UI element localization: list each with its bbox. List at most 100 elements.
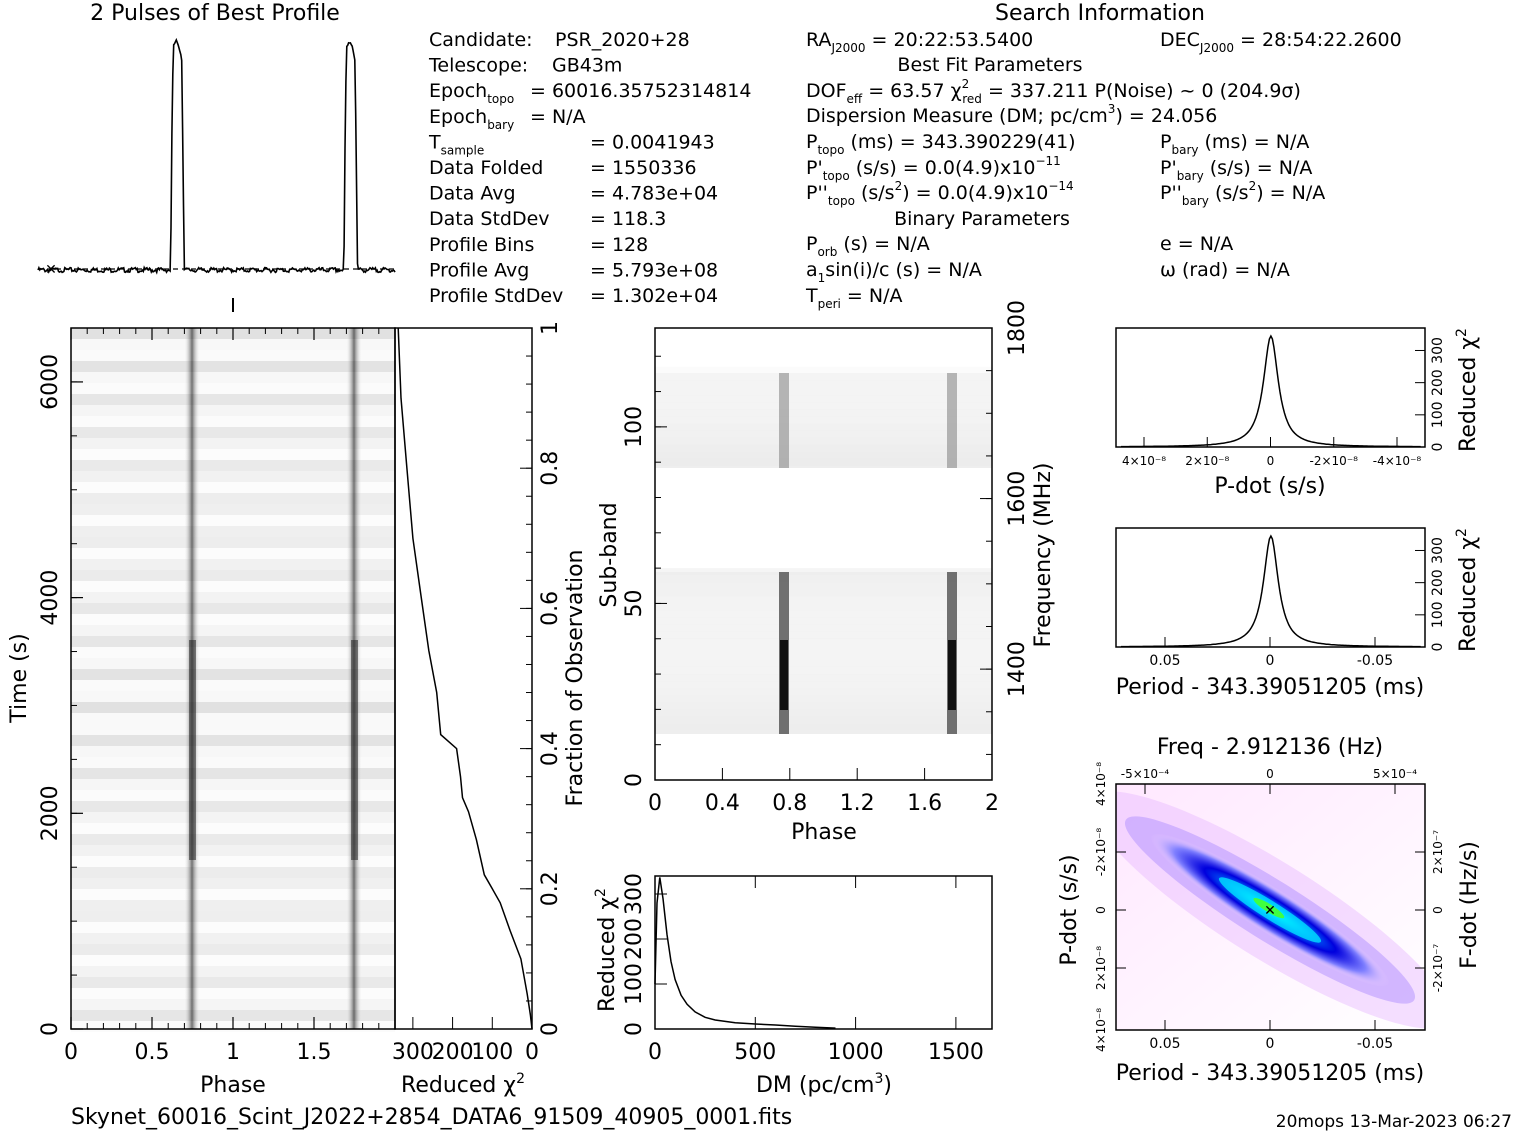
x-tick-label: 0 <box>525 1040 539 1065</box>
subband-row <box>655 409 992 417</box>
time-row <box>71 658 395 669</box>
pdot-bary: P'bary (s/s) = N/A <box>1160 157 1312 183</box>
pdot-series <box>1121 334 1421 448</box>
info-value: = N/A <box>530 106 586 128</box>
subband-row <box>655 610 992 618</box>
info-key: Candidate: <box>429 29 533 51</box>
period-panel: 0.05 0 -0.05 0 100 200 300 <box>1115 527 1446 669</box>
y-tick-label: 0.2 <box>538 871 563 906</box>
time-row <box>71 339 395 350</box>
dm-xlabel: DM (pc/cm3) <box>756 1071 892 1098</box>
info-left-block: Candidate: PSR_2020+28 Telescope: GB43m Epoc… <box>428 29 751 307</box>
time-row <box>71 757 395 768</box>
y-tick-label: 2000 <box>38 785 63 841</box>
phase-xlabel-2: Phase <box>791 820 857 845</box>
time-row <box>71 922 395 933</box>
y-tick-label: 200 <box>1430 569 1446 596</box>
subband-row <box>655 645 992 653</box>
time-row <box>71 405 395 416</box>
time-row <box>71 999 395 1010</box>
phase-xlabel-1: Phase <box>200 1073 266 1098</box>
time-row <box>71 449 395 460</box>
pdot-panel: 4×10⁻⁸ 2×10⁻⁸ 0 -2×10⁻⁸ -4×10⁻⁸ 0 100 200 300 <box>1115 327 1446 468</box>
subband-row <box>655 589 992 597</box>
time-row <box>71 559 395 570</box>
x-tick-label: 500 <box>734 1040 776 1065</box>
time-row <box>71 416 395 427</box>
time-row <box>71 636 395 647</box>
time-row <box>71 526 395 537</box>
y-tick-label: 0 <box>1430 443 1446 452</box>
subband-row <box>655 617 992 625</box>
info-value: = 1550336 <box>590 157 697 179</box>
x-tick-label: -4×10⁻⁸ <box>1373 454 1422 468</box>
time-row <box>71 878 395 889</box>
x-tick-label: -0.05 <box>1357 653 1393 669</box>
best-fit-title: Best Fit Parameters <box>897 54 1082 76</box>
x2-tick-label: -5×10⁻⁴ <box>1121 767 1170 781</box>
x-tick-label: 0.4 <box>705 791 740 816</box>
dof: DOFeff = 63.57 χ2 red = 337.211 P(Noise) … <box>806 77 1301 106</box>
x-tick-label: -0.05 <box>1357 1036 1393 1052</box>
x-tick-label: 0.05 <box>1149 653 1180 669</box>
subband-row <box>655 416 992 424</box>
info-key: Profile Avg <box>429 259 529 281</box>
time-row <box>71 647 395 658</box>
footer-file: Skynet_60016_Scint_J2022+2854_DATA6_9150… <box>71 1105 792 1130</box>
subband-row <box>655 695 992 703</box>
y-tick-label: 200 <box>1430 369 1446 396</box>
info-value: GB43m <box>552 55 622 77</box>
y-tick-label: -2×10⁻⁸ <box>1094 828 1108 877</box>
freq-top-label: Freq - 2.912136 (Hz) <box>1157 735 1383 760</box>
info-key: Data Folded <box>429 157 543 179</box>
subband-row <box>655 458 992 466</box>
info-value: PSR_2020+28 <box>555 29 690 51</box>
info-key: Data StdDev <box>429 208 550 230</box>
time-row <box>71 834 395 845</box>
time-row <box>71 889 395 900</box>
info-key: Telescope: <box>428 55 528 77</box>
time-row <box>71 592 395 603</box>
time-row <box>71 988 395 999</box>
info-key: Data Avg <box>429 183 516 205</box>
time-row <box>71 867 395 878</box>
subband-row <box>655 681 992 689</box>
time-row <box>71 823 395 834</box>
subband-row <box>655 430 992 438</box>
y-tick-label: 100 <box>1430 401 1446 428</box>
y-tick-label: 300 <box>622 873 647 915</box>
time-row <box>71 603 395 614</box>
y-tick-label: 0 <box>1094 906 1108 914</box>
x-tick-label: 4×10⁻⁸ <box>1122 454 1166 468</box>
info-value: = 5.793e+08 <box>590 259 718 281</box>
subband-row <box>655 638 992 646</box>
x-tick-label: 0 <box>64 1040 78 1065</box>
subband-row <box>655 716 992 724</box>
y-tick-label: 0 <box>1430 643 1446 652</box>
period-series <box>1121 534 1421 648</box>
time-row <box>71 372 395 383</box>
subband-ylabel: Sub-band <box>597 502 622 607</box>
time-row <box>71 801 395 812</box>
x-tick-label: 1.6 <box>907 791 942 816</box>
profile-panel: ✕ <box>37 37 396 312</box>
subband-row <box>655 723 992 731</box>
x-tick-label: 200 <box>432 1040 474 1065</box>
time-row <box>71 735 395 746</box>
p-bary: Pbary (ms) = N/A <box>1160 131 1309 157</box>
time-row <box>71 746 395 757</box>
x2-tick-label: 0 <box>1266 767 1274 781</box>
y2-tick-label: 2×10⁻⁷ <box>1431 830 1445 874</box>
y-tick-label: 0.8 <box>538 451 563 486</box>
subband-row <box>655 451 992 459</box>
time-row <box>71 394 395 405</box>
time-row <box>71 471 395 482</box>
subband-row <box>655 568 992 576</box>
x-tick-label: 1500 <box>928 1040 984 1065</box>
time-row <box>71 680 395 691</box>
info-value: = 128 <box>590 234 648 256</box>
x-tick-label: 300 <box>392 1040 434 1065</box>
reduced-chi2-xlabel: Reduced χ2 <box>401 1071 525 1098</box>
info-value: = 1.302e+04 <box>590 285 718 307</box>
